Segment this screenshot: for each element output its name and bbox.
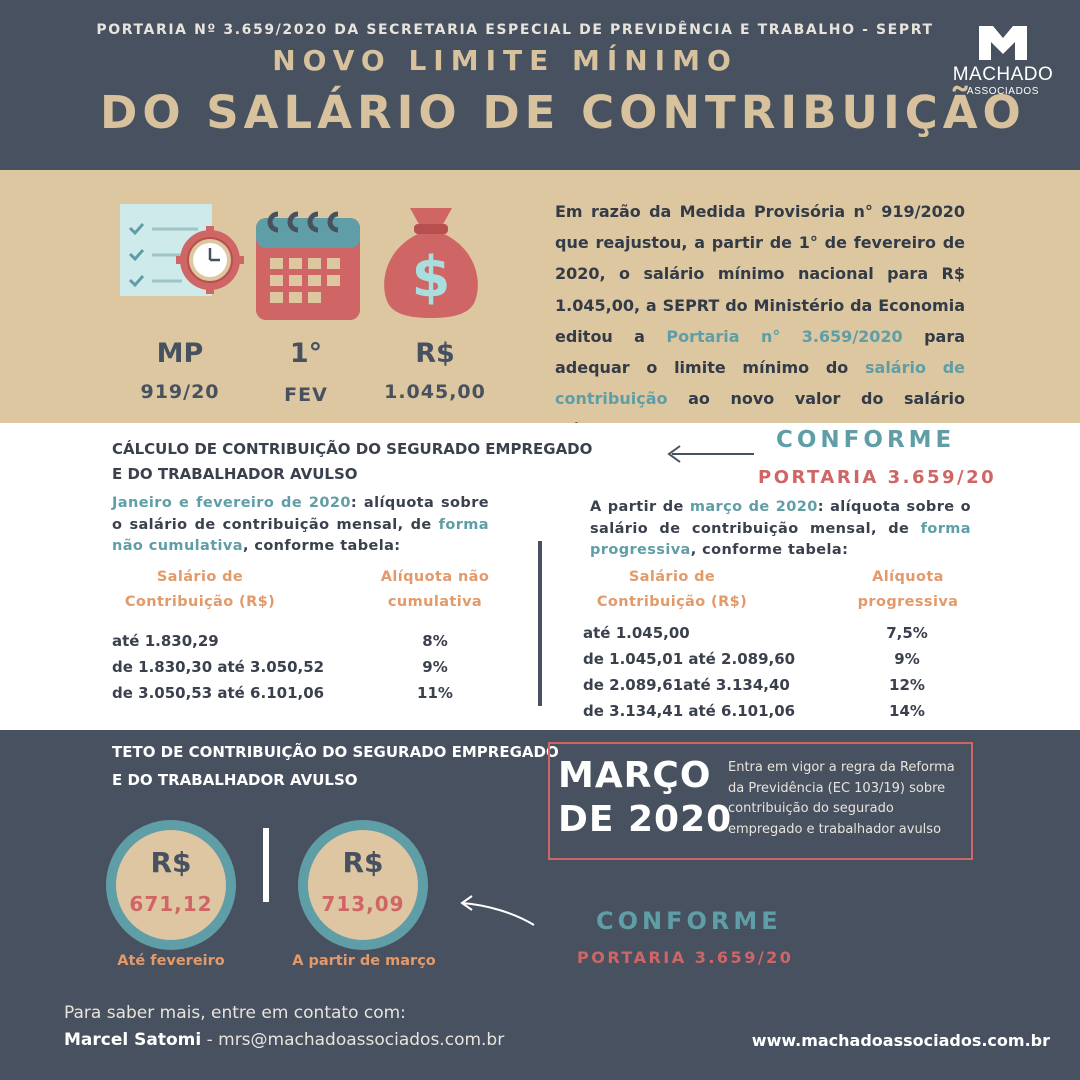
calc-title: CÁLCULO DE CONTRIBUIÇÃO DO SEGURADO EMPR…: [112, 440, 593, 483]
teto-circle-fevereiro: R$ 671,12: [106, 820, 236, 950]
table-row-rate: 8%: [422, 632, 448, 650]
checklist-clock-icon: [120, 204, 244, 296]
contact-line: Marcel Satomi - mrs@machadoassociados.co…: [64, 1030, 504, 1050]
icon-label-mp: MP: [156, 338, 204, 369]
title-line-1: NOVO LIMITE MÍNIMO: [272, 44, 738, 77]
logo-name: MACHADO: [952, 64, 1054, 85]
table-row-range: até 1.045,00: [583, 624, 690, 642]
teto-caption: Até fevereiro: [117, 953, 225, 969]
logo: MACHADO ASSOCIADOS: [948, 26, 1058, 97]
icon-sublabel-date: FEV: [284, 384, 328, 406]
table-row-rate: 12%: [889, 676, 925, 694]
teto-title: TETO DE CONTRIBUIÇÃO DO SEGURADO EMPREGA…: [112, 743, 559, 789]
table-row-range: de 1.045,01 até 2.089,60: [583, 650, 796, 668]
salario-contribuicao-link[interactable]: salário de contribuição: [555, 358, 965, 409]
table-row-rate: 7,5%: [886, 624, 928, 642]
marco-headline: MARÇO DE 2020: [558, 755, 733, 840]
column-divider: [538, 541, 542, 706]
logo-mark-icon: [979, 26, 1027, 60]
svg-text:$: $: [412, 245, 451, 310]
conforme-label: CONFORME: [776, 427, 956, 453]
table-row-rate: 9%: [422, 658, 448, 676]
intro-band: $ MP 919/20 1° FEV R$ 1.045,00 Em razão …: [0, 170, 1080, 439]
money-bag-icon: $: [384, 208, 478, 318]
marco-2020-box: MARÇO DE 2020 Entra em vigor a regra da …: [548, 742, 973, 860]
arrow-left-icon: [667, 445, 754, 463]
right-col-header-salary: Salário de Contribuição (R$): [596, 569, 748, 610]
portaria-label: PORTARIA 3.659/20: [758, 467, 997, 488]
table-row-range: de 3.134,41 até 6.101,06: [583, 702, 796, 720]
icon-label-currency: R$: [415, 338, 455, 369]
calendar-icon: [256, 211, 360, 320]
currency-label: R$: [342, 846, 384, 879]
table-row-range: de 1.830,30 até 3.050,52: [112, 658, 325, 676]
contact-intro: Para saber mais, entre em contato com:: [64, 1003, 406, 1023]
contact-email[interactable]: - mrs@machadoassociados.com.br: [201, 1030, 505, 1050]
left-description: Janeiro e fevereiro de 2020: alíquota so…: [112, 495, 489, 554]
intro-paragraph: Em razão da Medida Provisória n° 919/202…: [555, 202, 966, 439]
teto-caption: A partir de março: [292, 953, 436, 969]
table-row-range: até 1.830,29: [112, 632, 219, 650]
website-link[interactable]: www.machadoassociados.com.br: [751, 1031, 1050, 1050]
marco-description: Entra em vigor a regra da Reforma da Pre…: [728, 760, 955, 837]
left-col-header-salary: Salário de Contribuição (R$): [124, 569, 276, 610]
right-col-header-rate: Alíquota progressiva: [857, 569, 959, 610]
table-row-rate: 11%: [417, 684, 453, 702]
icon-sublabel-amount: 1.045,00: [384, 381, 486, 403]
teto-circle-marco: R$ 713,09: [298, 820, 428, 950]
calc-section: CÁLCULO DE CONTRIBUIÇÃO DO SEGURADO EMPR…: [0, 423, 1080, 730]
contact-name: Marcel Satomi: [64, 1030, 202, 1050]
conforme-label: CONFORME: [596, 907, 782, 935]
currency-label: R$: [150, 846, 192, 879]
left-col-header-rate: Alíquota não cumulativa: [380, 569, 490, 610]
icon-sublabel-mp: 919/20: [140, 381, 220, 403]
logo-subtitle: ASSOCIADOS: [966, 86, 1040, 97]
portaria-label: PORTARIA 3.659/20: [577, 948, 794, 967]
table-row-range: de 3.050,53 até 6.101,06: [112, 684, 325, 702]
table-row-range: de 2.089,61até 3.134,40: [583, 676, 790, 694]
teto-value: 713,09: [321, 892, 405, 916]
portaria-link[interactable]: Portaria n° 3.659/2020: [666, 326, 903, 346]
icon-label-date: 1°: [289, 338, 323, 369]
table-row-rate: 14%: [889, 702, 925, 720]
title-line-2: DO SALÁRIO DE CONTRIBUIÇÃO: [100, 86, 1026, 139]
portaria-subtitle: PORTARIA Nº 3.659/2020 DA SECRETARIA ESP…: [96, 22, 934, 38]
right-description: A partir de março de 2020: alíquota sobr…: [590, 499, 972, 558]
arrow-left-icon: [460, 895, 535, 926]
header: PORTARIA Nº 3.659/2020 DA SECRETARIA ESP…: [0, 0, 1080, 170]
teto-value: 671,12: [129, 892, 213, 916]
table-row-rate: 9%: [894, 650, 920, 668]
circle-divider: [263, 828, 269, 902]
